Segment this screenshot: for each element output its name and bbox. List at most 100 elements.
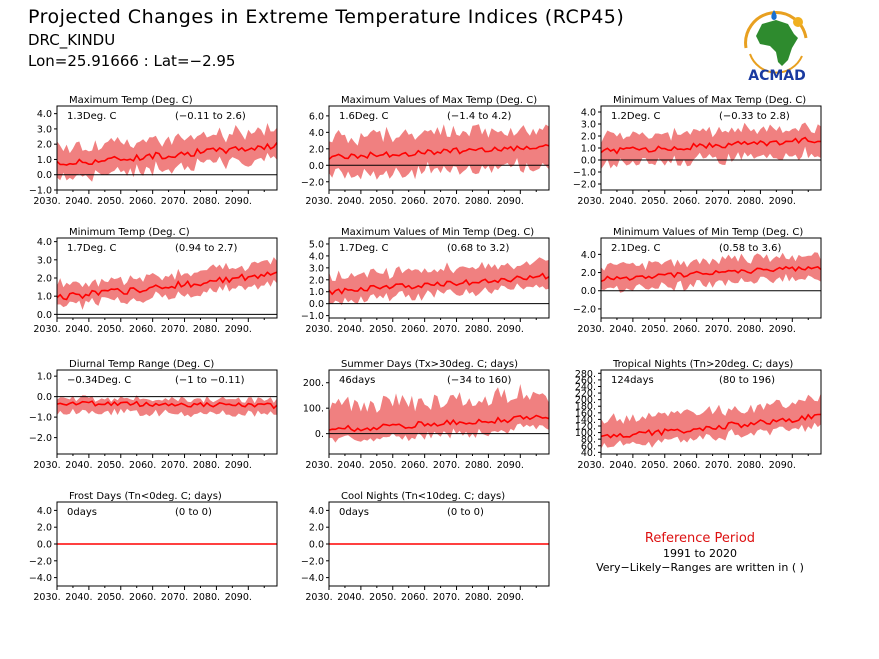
station-coords: Lon=25.91666 : Lat=−2.95 <box>28 52 236 70</box>
panel-title: Cool Nights (Tn<10deg. C; days) <box>341 491 505 502</box>
x-tick-label: 2070. <box>705 460 732 471</box>
y-tick-label: 2.0 <box>309 523 324 534</box>
x-tick-label: 2070. <box>161 460 188 471</box>
y-tick-label: −1.0 <box>573 168 596 179</box>
y-tick-label: 140. <box>575 415 596 426</box>
x-tick-label: 2050. <box>641 460 668 471</box>
x-tick-label: 2040. <box>65 196 92 207</box>
y-tick-label: 0.0 <box>37 170 52 181</box>
x-tick-label: 2030. <box>305 196 332 207</box>
panel-title: Minimum Values of Min Temp (Deg. C) <box>613 227 803 238</box>
panel-stat: 124days <box>611 375 654 386</box>
panel-p4: 0.0 1.0 2.0 3.0 4.0 2030. 2040. 2050. 2060. 2070.… <box>33 227 278 335</box>
y-tick-label: −4.0 <box>301 573 324 584</box>
mean-line <box>600 413 822 439</box>
reference-period-block: Reference Period 1991 to 2020 Very−Likel… <box>590 530 810 575</box>
x-tick-label: 2080. <box>465 196 492 207</box>
panel-title: Minimum Values of Max Temp (Deg. C) <box>613 95 806 106</box>
x-tick-label: 2040. <box>65 592 92 603</box>
y-tick-label: 80. <box>581 435 596 446</box>
panel-range: (80 to 196) <box>719 375 775 386</box>
mean-line <box>600 265 822 283</box>
x-tick-label: 2040. <box>609 196 636 207</box>
panel-p5: −1.00.01.02.03.04.05.0 2030. 2040. 2050. 206… <box>301 227 550 335</box>
y-tick-label: 4.0 <box>581 108 596 119</box>
panel-stat: 46days <box>339 375 375 386</box>
panel-stat: 0days <box>67 507 97 518</box>
panel-range: (−1.4 to 4.2) <box>447 111 511 122</box>
x-tick-label: 2060. <box>673 196 700 207</box>
x-tick-label: 2060. <box>673 460 700 471</box>
panel-stat: 2.1Deg. C <box>611 243 660 254</box>
y-tick-label: −2.0 <box>573 180 596 191</box>
y-tick-label: 1.0 <box>309 287 324 298</box>
panel-p7: −2.0 −1.0 0.0 1.0 2030. 2040. 2050. 2060. 2070. 2… <box>29 359 278 471</box>
x-tick-label: 2050. <box>97 196 124 207</box>
y-tick-label: 3.0 <box>37 124 52 135</box>
panel-title: Frost Days (Tn<0deg. C; days) <box>69 491 222 502</box>
y-tick-label: 240. <box>575 382 596 393</box>
panel-range: (−34 to 160) <box>447 375 511 386</box>
x-tick-label: 2060. <box>401 592 428 603</box>
y-tick-label: 0.0 <box>309 161 324 172</box>
range-band <box>57 123 277 182</box>
x-tick-label: 2030. <box>33 592 60 603</box>
x-tick-label: 2050. <box>369 592 396 603</box>
y-tick-label: 0.0 <box>309 299 324 310</box>
mean-line <box>600 136 821 155</box>
x-tick-label: 2040. <box>65 324 92 335</box>
x-tick-label: 2030. <box>577 324 604 335</box>
y-tick-label: 4.0 <box>309 128 324 139</box>
y-tick-label: 0.0 <box>581 156 596 167</box>
y-tick-label: 40. <box>581 448 596 459</box>
panel-stat: 1.7Deg. C <box>339 243 388 254</box>
mean-line <box>328 143 550 160</box>
x-tick-label: 2030. <box>577 460 604 471</box>
y-tick-label: 100. <box>575 428 596 439</box>
y-tick-label: 0.0 <box>581 286 596 297</box>
y-tick-label: 2.0 <box>581 268 596 279</box>
y-tick-label: −1.0 <box>29 186 52 197</box>
panel-range: (−0.11 to 2.6) <box>175 111 246 122</box>
acmad-logo: ACMAD <box>744 10 808 84</box>
x-tick-label: 2050. <box>97 592 124 603</box>
y-tick-label: 100. <box>303 404 324 415</box>
y-tick-label: 1.0 <box>581 144 596 155</box>
x-tick-label: 2070. <box>161 196 188 207</box>
x-tick-label: 2070. <box>433 460 460 471</box>
panel-stat: 1.7Deg. C <box>67 243 116 254</box>
x-tick-label: 2050. <box>369 460 396 471</box>
panel-range: (−0.33 to 2.8) <box>719 111 790 122</box>
y-tick-label: −4.0 <box>29 573 52 584</box>
x-tick-label: 2090. <box>769 460 796 471</box>
panel-title: Diurnal Temp Range (Deg. C) <box>69 359 214 370</box>
logo-ring-icon-2 <box>749 53 803 74</box>
x-tick-label: 2030. <box>33 196 60 207</box>
x-tick-label: 2060. <box>129 196 156 207</box>
y-tick-label: 1.0 <box>37 155 52 166</box>
x-tick-label: 2090. <box>769 196 796 207</box>
plot-frame <box>328 237 550 319</box>
figure-header: Projected Changes in Extreme Temperature… <box>28 4 624 72</box>
x-tick-label: 2030. <box>33 324 60 335</box>
y-tick-label: 0.0 <box>37 392 52 403</box>
x-tick-label: 2080. <box>737 196 764 207</box>
x-tick-label: 2050. <box>641 196 668 207</box>
panel-stat: 0days <box>339 507 369 518</box>
x-tick-label: 2030. <box>577 196 604 207</box>
panel-range: (0.68 to 3.2) <box>447 243 509 254</box>
y-tick-label: 4.0 <box>309 251 324 262</box>
mean-line <box>328 414 550 433</box>
logo-text: ACMAD <box>748 68 806 84</box>
panel-p3: −2.0−1.00.01.02.03.04.0 2030. 2040. 2050. 20… <box>573 95 822 207</box>
x-tick-label: 2060. <box>401 196 428 207</box>
x-tick-label: 2030. <box>305 592 332 603</box>
reference-period-years: 1991 to 2020 <box>662 547 738 560</box>
sun-icon <box>793 17 803 27</box>
x-tick-label: 2080. <box>737 460 764 471</box>
x-tick-label: 2090. <box>497 460 524 471</box>
y-tick-label: 200. <box>575 395 596 406</box>
y-tick-label: 280. <box>575 369 596 380</box>
station-name: DRC_KINDU <box>28 31 116 49</box>
